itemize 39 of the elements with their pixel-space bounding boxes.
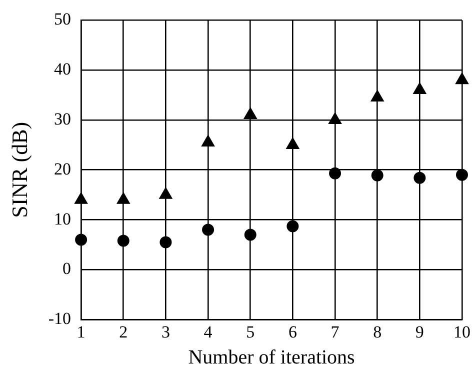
point [159, 187, 172, 199]
point [455, 72, 469, 84]
y-tick-label: 0 [62, 259, 72, 278]
y-tick-label: 40 [54, 60, 72, 79]
y-tick-label: -10 [48, 309, 72, 328]
y-tick-label: 30 [54, 109, 72, 128]
x-tick-label: 5 [246, 322, 255, 342]
point [286, 137, 300, 149]
point [160, 236, 172, 248]
point [456, 168, 468, 181]
point [117, 234, 130, 247]
y-tick-label: 20 [54, 159, 72, 178]
x-tick-label: 4 [204, 322, 213, 342]
x-axis-title: Number of iterations [188, 346, 356, 368]
x-tick-label: 1 [76, 322, 86, 342]
point [201, 134, 215, 146]
x-tick-label: 7 [330, 322, 340, 342]
point [413, 82, 426, 94]
y-tick-label: 50 [54, 10, 72, 29]
point [116, 192, 130, 204]
point [75, 234, 88, 246]
point [371, 169, 384, 182]
y-axis-title: SINR (dB) [6, 122, 32, 218]
point [202, 224, 214, 236]
point [244, 108, 257, 120]
point [286, 220, 299, 232]
point [370, 90, 384, 102]
x-tick-label: 8 [373, 322, 382, 342]
point [414, 172, 426, 184]
point [244, 228, 256, 241]
x-tick-label: 9 [415, 322, 424, 342]
point [328, 112, 342, 124]
point [74, 192, 88, 204]
x-tick-label: 2 [119, 322, 128, 342]
x-tick-label: 6 [288, 322, 297, 342]
x-tick-label: 3 [161, 322, 170, 342]
point [329, 167, 342, 180]
y-tick-label: 10 [54, 209, 72, 228]
x-tick-label: 10 [454, 322, 470, 342]
